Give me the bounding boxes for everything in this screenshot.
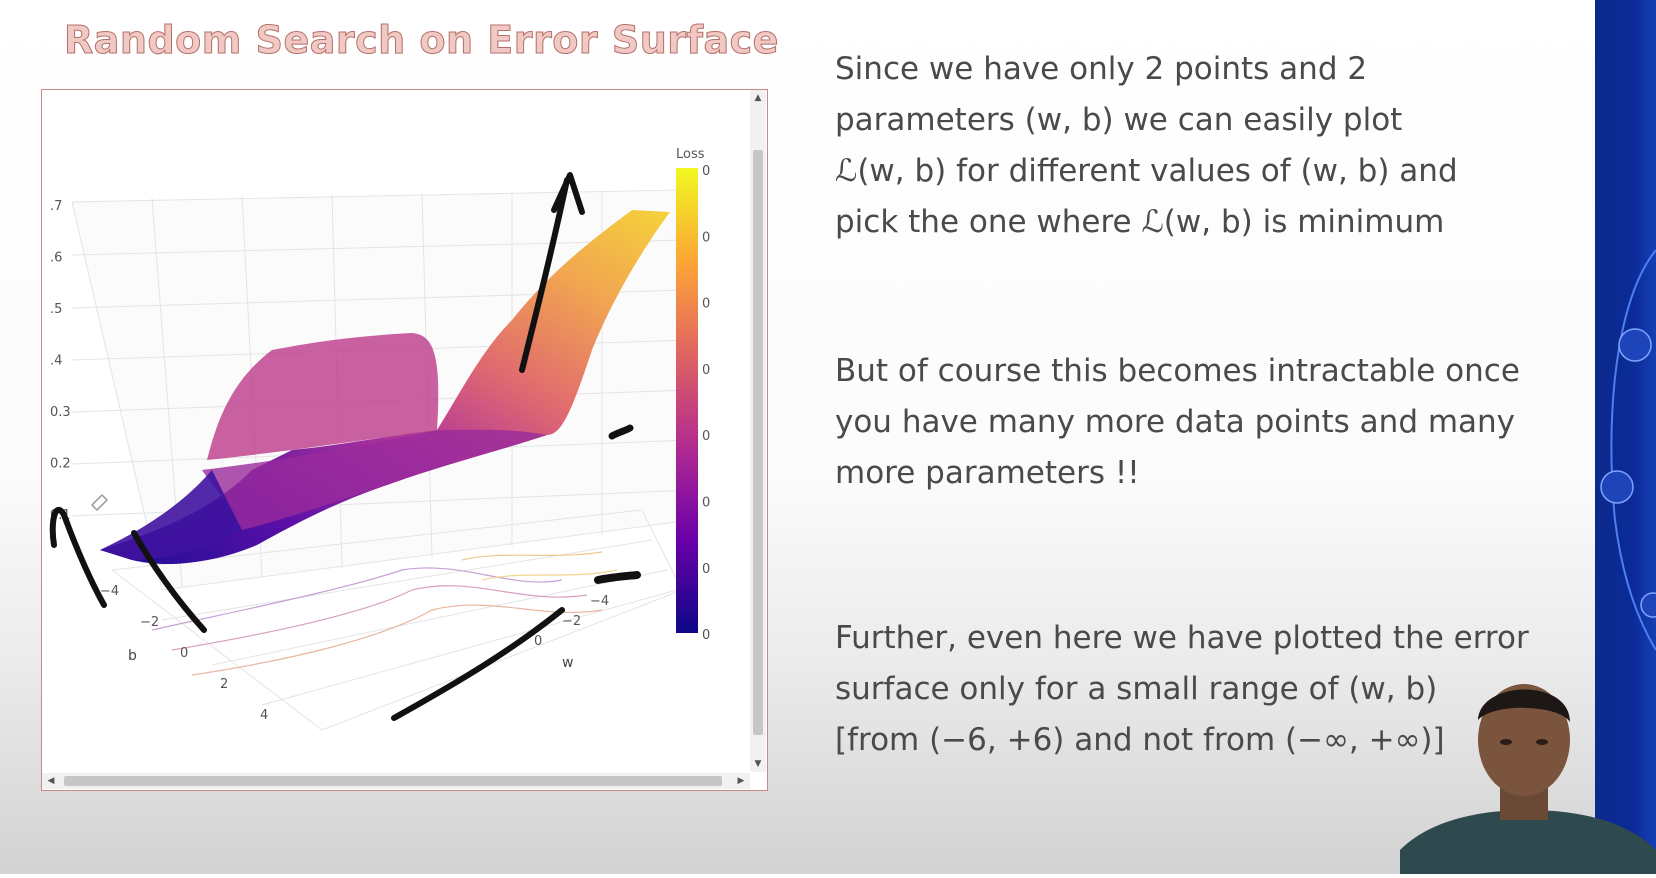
- z-tick-label: 0.2: [50, 457, 71, 472]
- paragraph-intractable: But of course this becomes intractable o…: [835, 353, 1520, 491]
- z-axis-ticks: .7.6.5.40.30.20.1: [50, 199, 71, 523]
- colorbar-gradient: [676, 168, 698, 633]
- contour-lines: [151, 551, 618, 676]
- b-tick-label: 4: [260, 708, 268, 723]
- w-tick-label: −4: [590, 594, 609, 609]
- colorbar-tick-label: 0: [702, 429, 710, 444]
- colorbar-tick-label: 0: [702, 297, 710, 312]
- error-surface: [100, 210, 670, 565]
- w-axis-ticks: −4 −2 0: [534, 594, 609, 649]
- colorbar-tick-label: 0: [702, 230, 710, 245]
- slide-title: Random Search on Error Surface: [64, 18, 779, 63]
- scroll-up-icon[interactable]: ▲: [754, 93, 762, 103]
- scroll-right-icon[interactable]: ▶: [737, 776, 745, 786]
- b-tick-label: −2: [140, 615, 159, 630]
- z-tick-label: .4: [50, 354, 62, 369]
- colorbar-tick-label: 0: [702, 562, 710, 577]
- scroll-down-icon[interactable]: ▼: [754, 759, 762, 769]
- b-axis-ticks: −4 −2 0 2 4: [100, 584, 268, 723]
- vertical-scroll-thumb[interactable]: [753, 150, 763, 735]
- paragraph-plot-loss: Since we have only 2 points and 2 parame…: [835, 51, 1458, 240]
- b-tick-label: −4: [100, 584, 119, 599]
- presenter-figure: [1400, 684, 1656, 874]
- colorbar-tick-label: 0: [702, 496, 710, 511]
- colorbar-ticks: 0 0 0 0 0 0 0 0: [702, 164, 710, 643]
- pen-annotations: [49, 172, 641, 721]
- z-tick-label: 0.3: [50, 405, 71, 420]
- colorbar-title: Loss: [676, 147, 705, 162]
- w-tick-label: −2: [562, 614, 581, 629]
- network-icon: [1618, 328, 1652, 362]
- colorbar: Loss 0 0 0 0 0 0 0 0: [676, 147, 710, 643]
- w-tick-label: 0: [534, 634, 542, 649]
- b-axis-label: b: [128, 648, 137, 664]
- b-tick-label: 0: [180, 646, 188, 661]
- colorbar-tick-label: 0: [702, 164, 710, 179]
- b-tick-label: 2: [220, 677, 228, 692]
- horizontal-scrollbar[interactable]: ◀ ▶: [42, 773, 750, 789]
- error-surface-plot[interactable]: .7.6.5.4 0.3 0.2 0.1 −4 −2 0 2 4 −4 −2 0 b w Loss…: [41, 89, 768, 791]
- node-icon: [1640, 592, 1656, 618]
- scroll-left-icon[interactable]: ◀: [47, 776, 55, 786]
- z-tick-label: .6: [50, 251, 62, 266]
- brain-icon: [1600, 470, 1634, 504]
- side-panel-decoration: [1600, 249, 1656, 651]
- z-tick-label: .5: [50, 302, 62, 317]
- presenter-video: [1400, 660, 1656, 874]
- colorbar-tick-label: 0: [702, 363, 710, 378]
- paragraph-small-range: Further, even here we have plotted the e…: [835, 620, 1529, 758]
- colorbar-tick-label: 0: [702, 628, 710, 643]
- z-tick-label: .7: [50, 199, 62, 214]
- horizontal-scroll-thumb[interactable]: [64, 776, 722, 786]
- w-axis-label: w: [562, 655, 573, 671]
- vertical-scrollbar[interactable]: ▲ ▼: [750, 90, 766, 772]
- side-panel: [1595, 0, 1656, 874]
